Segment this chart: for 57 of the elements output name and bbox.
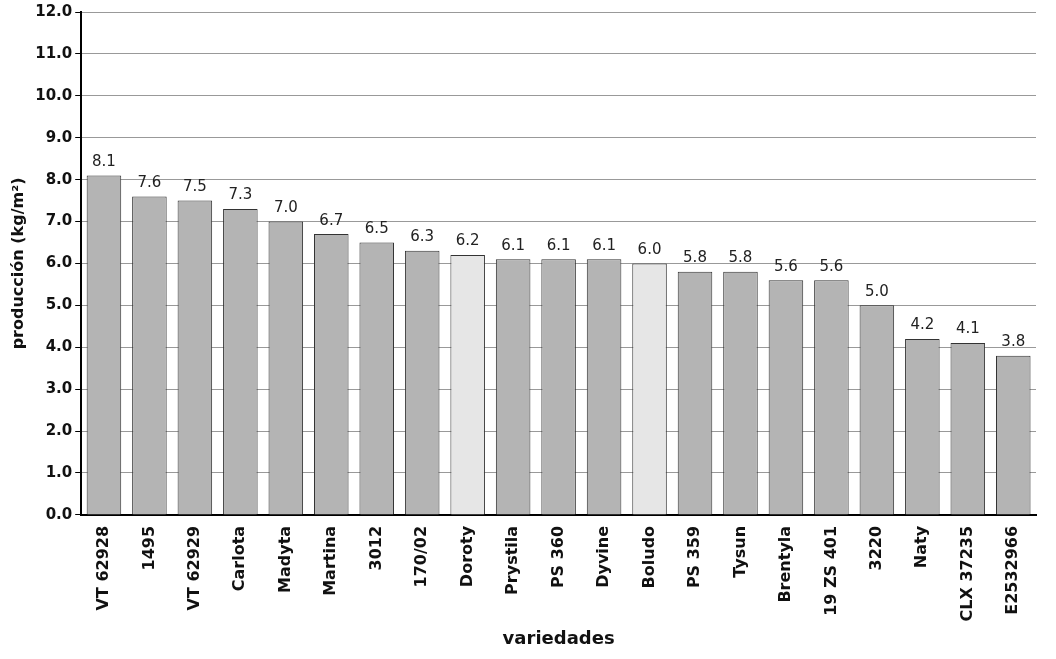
x-tick-label: 3012 xyxy=(365,525,385,571)
data-label: 6.3 xyxy=(410,227,435,246)
x-tick-label: 1495 xyxy=(138,525,158,571)
x-tick-label: 170/02 xyxy=(411,525,431,588)
x-tick-label: PS 360 xyxy=(547,525,567,589)
data-label: 7.5 xyxy=(182,176,207,195)
data-label: 6.7 xyxy=(319,210,344,229)
x-tick-label: Prystila xyxy=(502,525,522,595)
data-label: 4.1 xyxy=(955,319,980,338)
x-axis-title: variedades xyxy=(502,626,615,648)
x-tick-label: Tysun xyxy=(729,525,749,578)
data-label: 5.6 xyxy=(819,256,844,275)
data-label: 6.0 xyxy=(637,239,662,258)
x-tick-label: VT 62929 xyxy=(184,525,204,611)
data-label: 6.1 xyxy=(501,235,526,254)
data-label: 5.0 xyxy=(864,281,889,300)
y-tick-label: 2.0 xyxy=(45,420,73,439)
data-label: 7.3 xyxy=(228,185,253,204)
data-label: 6.1 xyxy=(592,235,616,254)
data-label: 8.1 xyxy=(92,151,116,170)
y-tick-label: 4.0 xyxy=(45,337,73,356)
y-tick-label: 12.0 xyxy=(35,1,73,20)
data-label: 5.6 xyxy=(774,256,798,275)
x-tick-label: VT 62928 xyxy=(93,525,113,611)
x-tick-label: Carlota xyxy=(229,525,249,592)
x-tick-label: 19 ZS 401 xyxy=(820,525,840,616)
x-tick-label: Dyvine xyxy=(593,525,613,588)
data-label: 3.8 xyxy=(1001,332,1026,351)
data-label: 7.6 xyxy=(137,172,162,191)
data-label: 6.1 xyxy=(546,235,571,254)
data-label: 5.8 xyxy=(683,248,707,267)
x-tick-label: 3220 xyxy=(866,525,886,571)
y-tick-label: 8.0 xyxy=(45,169,73,188)
y-tick-label: 5.0 xyxy=(45,295,73,314)
y-tick-label: 11.0 xyxy=(35,43,73,62)
x-tick-label: Madyta xyxy=(274,525,294,593)
data-label: 6.5 xyxy=(364,218,389,237)
y-tick-label: 0.0 xyxy=(45,504,73,523)
data-label: 4.2 xyxy=(910,315,935,334)
y-tick-label: 9.0 xyxy=(45,127,73,146)
y-tick-label: 7.0 xyxy=(45,211,73,230)
y-tick-label: 3.0 xyxy=(45,379,73,398)
y-tick-label: 6.0 xyxy=(45,253,73,272)
x-tick-label: E2532966 xyxy=(1002,525,1022,615)
x-tick-label: Boludo xyxy=(638,525,658,589)
y-tick-label: 10.0 xyxy=(35,85,73,104)
x-tick-label: PS 359 xyxy=(684,525,704,589)
data-label: 5.8 xyxy=(728,248,753,267)
x-tick-label: CLX 37235 xyxy=(956,525,976,622)
data-label: 6.2 xyxy=(455,231,480,250)
x-tick-label: Brentyla xyxy=(775,525,795,603)
data-label: 7.0 xyxy=(273,197,298,216)
x-tick-label: Martina xyxy=(320,525,340,596)
x-tick-label: Doroty xyxy=(456,525,476,588)
y-axis-title: producción (kg/m²) xyxy=(7,177,27,350)
x-tick-label: Naty xyxy=(911,525,931,569)
y-tick-label: 1.0 xyxy=(45,462,73,481)
